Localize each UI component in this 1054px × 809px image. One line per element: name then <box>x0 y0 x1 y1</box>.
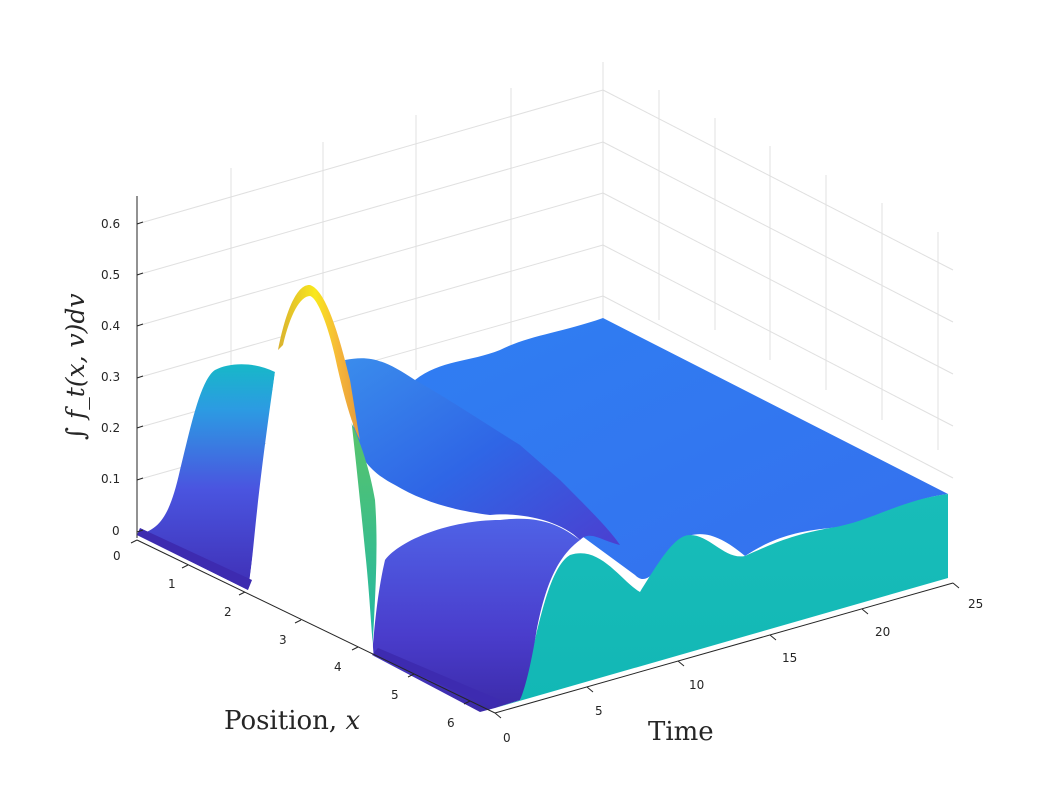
x-tick-label: 6 <box>447 716 455 730</box>
y-tick-label: 10 <box>689 678 704 692</box>
x-tick-label: 2 <box>224 605 232 619</box>
x-tick-group: 0 1 2 3 4 5 6 <box>113 539 471 730</box>
y-tick-label: 25 <box>968 597 983 611</box>
z-tick-label: 0.4 <box>101 319 120 333</box>
surface-front-edge-2 <box>372 648 500 708</box>
x-tick-label: 4 <box>334 660 342 674</box>
z-axis-label: ∫ f_t(x, v)dv <box>61 293 90 440</box>
x-tick-label: 3 <box>279 633 287 647</box>
surface-front-edge <box>137 528 252 590</box>
y-tick-group: 0 5 10 15 20 25 <box>494 582 983 745</box>
surface <box>137 284 948 712</box>
z-tick-label: 0.5 <box>101 268 120 282</box>
z-tick-label: 0.6 <box>101 217 120 231</box>
y-tick-label: 15 <box>782 651 797 665</box>
x-tick-label: 1 <box>168 577 176 591</box>
x-tick-label: 5 <box>391 688 399 702</box>
y-tick-label: 20 <box>875 625 890 639</box>
surface-plateau <box>415 318 948 580</box>
x-axis-line <box>136 539 496 714</box>
z-tick-label: 0.2 <box>101 421 120 435</box>
x-axis-label: Position, x <box>224 706 360 736</box>
z-tick-label: 0.1 <box>101 472 120 486</box>
z-tick-label: 0 <box>112 524 120 538</box>
surface-left-ridge <box>137 364 275 590</box>
y-tick-label: 5 <box>595 704 603 718</box>
surface-peak-crest <box>278 284 360 440</box>
y-axis-label: Time <box>648 717 714 747</box>
surface-slope <box>345 358 620 545</box>
y-axis-line <box>494 582 954 714</box>
surface-side-face <box>495 494 948 708</box>
surface-trough <box>372 518 580 712</box>
y-tick-label: 0 <box>503 731 511 745</box>
z-tick-label: 0.3 <box>101 370 120 384</box>
z-tick-group: 0 0.1 0.2 0.3 0.4 0.5 0.6 <box>101 217 144 538</box>
x-tick-label: 0 <box>113 549 121 563</box>
